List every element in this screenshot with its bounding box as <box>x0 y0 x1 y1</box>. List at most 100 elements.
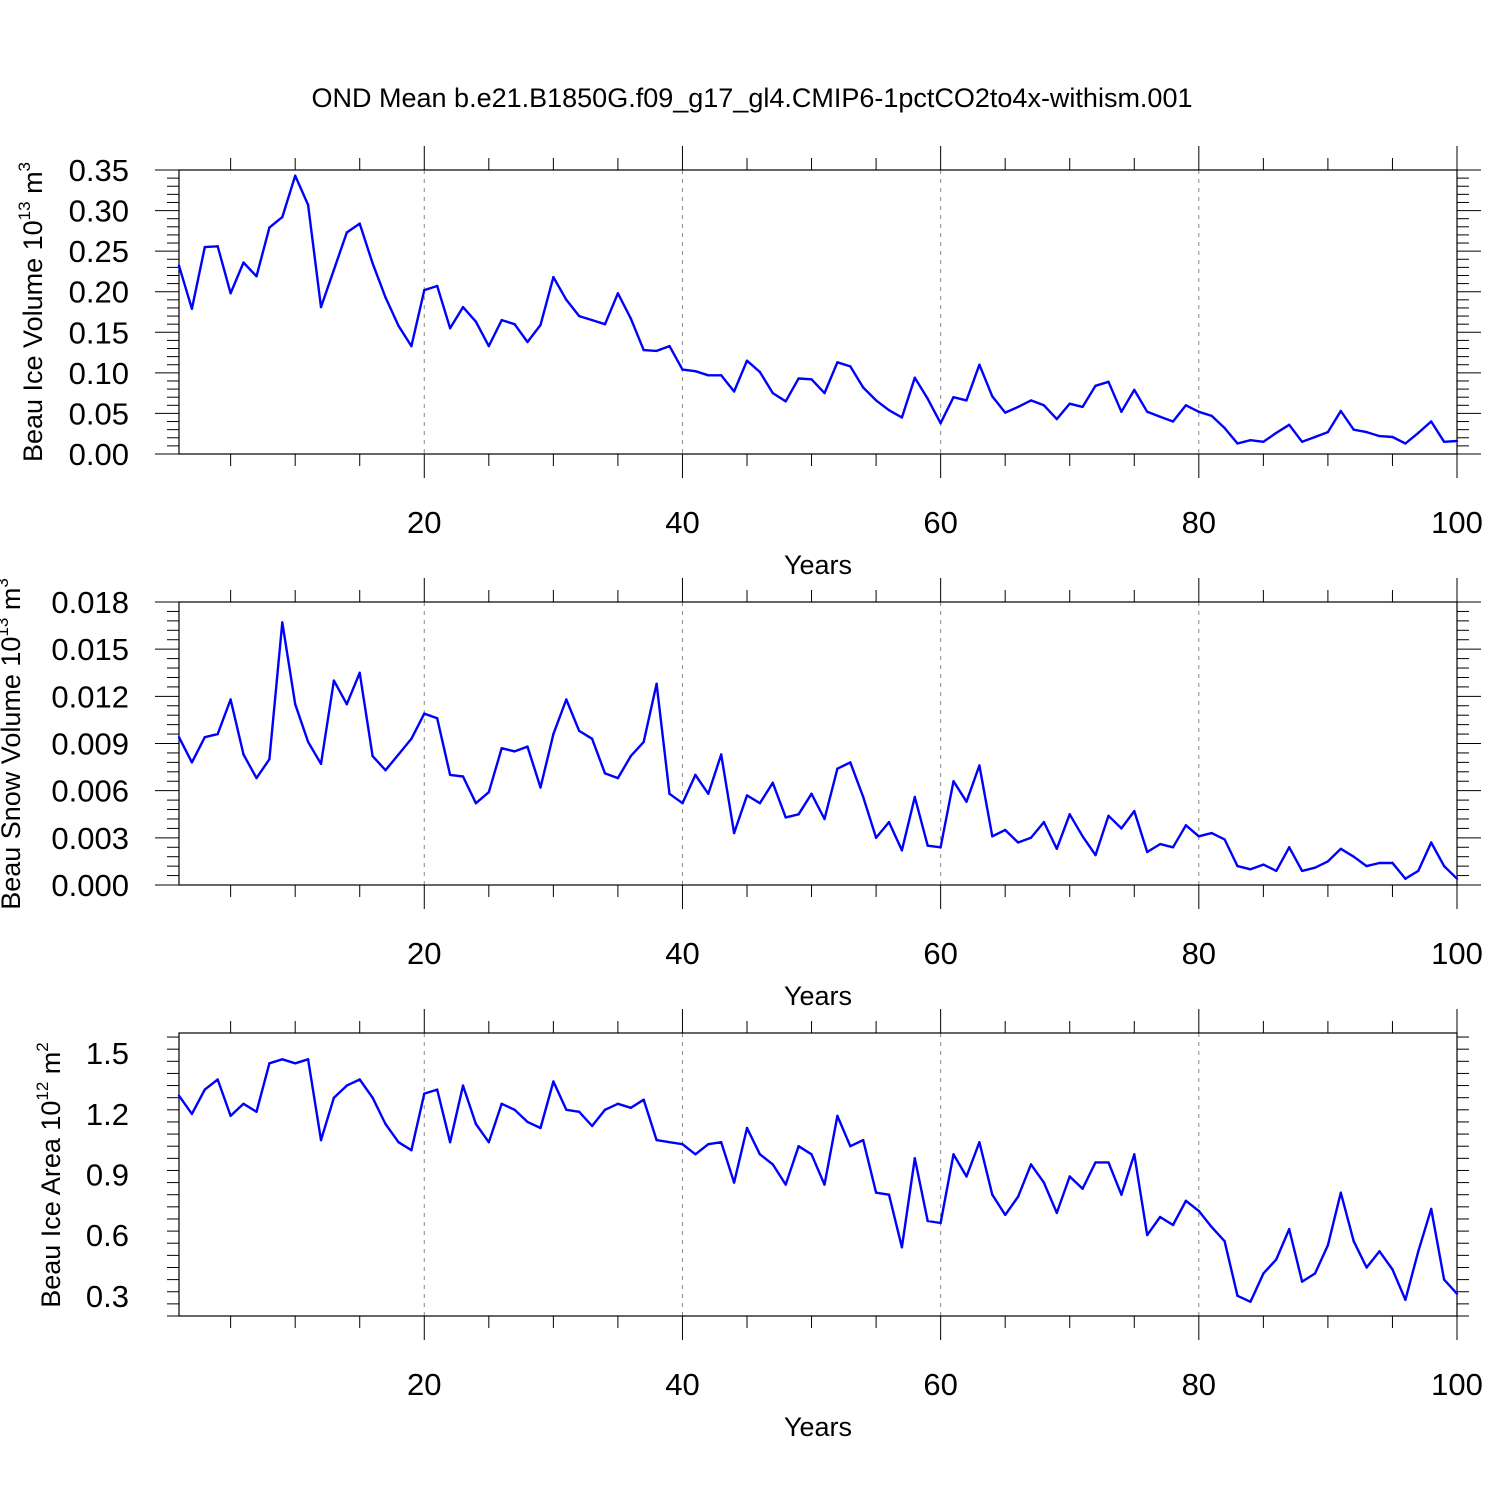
ice-volume-data-point <box>255 275 258 278</box>
ice-area-data-point <box>1029 1163 1033 1166</box>
ice-area-data-point <box>784 1183 787 1186</box>
y-tick-label: 0.20 <box>69 275 129 310</box>
y-tick-label: 0.3 <box>86 1279 129 1314</box>
ice-volume-data-point <box>281 215 284 219</box>
ice-volume-data-point <box>1171 420 1175 423</box>
ice-area-data-point <box>319 1138 323 1142</box>
ice-area-data-point <box>1133 1153 1136 1156</box>
snow-volume-data-point <box>397 753 400 756</box>
ice-area-data-point <box>371 1096 374 1099</box>
ice-volume-data-point <box>836 361 839 364</box>
ice-area-data-point <box>306 1058 310 1061</box>
ice-area-data-point <box>1081 1187 1084 1190</box>
ice-volume-data-point <box>539 323 542 327</box>
snow-volume-data-point <box>358 671 361 674</box>
plot-frame <box>178 1032 1458 1317</box>
ice-volume-data-point <box>797 377 800 380</box>
ice-area-data-point <box>694 1153 697 1156</box>
snow-volume-data-point <box>578 729 581 733</box>
ice-volume-data-point <box>306 203 310 207</box>
ice-volume-data-point <box>552 275 555 279</box>
ice-volume-data-point <box>1146 410 1149 413</box>
ice-volume-data-point <box>578 314 581 318</box>
ice-volume-data-point <box>177 264 181 267</box>
ice-volume-data-point <box>203 245 206 249</box>
ice-area-data-point <box>461 1084 465 1087</box>
y-tick-label: 0.30 <box>69 194 129 229</box>
snow-volume-data-point <box>887 820 891 824</box>
snow-volume-data-point <box>823 817 826 821</box>
ice-volume-data-point <box>1288 423 1291 426</box>
snow-volume-data-point <box>410 737 413 740</box>
snow-volume-data-point <box>1378 861 1381 865</box>
ice-volume-data-point <box>1029 399 1033 402</box>
y-axis-title-main: Beau Snow Volume 10 <box>0 637 26 910</box>
snow-volume-data-point <box>1442 864 1446 868</box>
snow-volume-data-point <box>642 740 645 744</box>
ice-area-data-point <box>1249 1300 1252 1304</box>
ice-area-data-point <box>1430 1207 1433 1211</box>
ice-volume-data-point <box>1262 440 1265 443</box>
y-tick-label: 1.5 <box>86 1036 129 1071</box>
y-axis-title: Beau Ice Area 1012 m2 <box>33 1042 66 1308</box>
snow-volume-data-point <box>552 732 555 736</box>
snow-volume-data-point <box>836 767 839 770</box>
ice-volume-data-point <box>862 386 865 389</box>
ice-area-data-point <box>177 1094 181 1097</box>
ice-volume-data-point <box>823 391 826 395</box>
snow-volume-data-point <box>668 792 671 795</box>
ice-volume-data-point <box>1120 410 1123 413</box>
y-tick-label: 0.012 <box>51 679 129 714</box>
snow-volume-data-point <box>384 769 387 772</box>
ice-area-data-point <box>732 1181 736 1184</box>
ice-volume-data-point <box>1442 440 1446 443</box>
x-tick-label: 60 <box>923 1367 957 1402</box>
ice-volume-data-point <box>642 348 645 352</box>
snow-volume-data-point <box>913 795 916 799</box>
ice-volume-data-point <box>590 318 594 322</box>
snow-volume-data-point <box>1042 820 1046 824</box>
ice-volume-data-point <box>410 344 413 348</box>
ice-volume-data-point <box>616 292 620 295</box>
ice-volume-data-point <box>1055 417 1059 421</box>
ice-area-data-point <box>332 1096 336 1099</box>
ice-area-data-point <box>849 1145 852 1148</box>
snow-volume-data-point <box>1004 828 1007 832</box>
snow-volume-data-point <box>978 764 981 767</box>
ice-volume-data-point <box>1133 388 1136 392</box>
y-axis-title: Beau Ice Volume 1013 m3 <box>15 162 48 462</box>
ice-area-data-point <box>1352 1240 1355 1243</box>
snow-volume-data-point <box>500 747 503 750</box>
snow-volume-data-point <box>1404 877 1407 880</box>
ice-area-data-point <box>1004 1213 1007 1217</box>
ice-area-data-point <box>487 1141 490 1144</box>
ice-volume-data-point <box>1107 380 1110 383</box>
ice-area-data-point <box>862 1138 865 1142</box>
ice-area-data-point <box>1042 1181 1046 1184</box>
ice-area-panel: 0.3 0.6 0.9 1.2 1.5 20 40 60 80 100 Years Beau Ice … <box>33 1009 1483 1442</box>
snow-volume-data-point <box>1223 838 1226 841</box>
snow-volume-data-point <box>758 802 762 805</box>
x-axis-title: Years <box>784 981 852 1011</box>
y-axis-title-main: Beau Ice Volume 10 <box>18 220 48 462</box>
ice-area-data-point <box>1107 1161 1110 1164</box>
snow-volume-data-point <box>849 761 852 764</box>
ice-volume-data-point <box>242 261 245 264</box>
ice-area-data-point <box>1275 1258 1278 1261</box>
snow-volume-data-point <box>1068 813 1071 816</box>
ice-volume-data-point <box>720 374 723 377</box>
ice-area-data-point <box>423 1092 426 1095</box>
ice-area-data-point <box>294 1062 297 1065</box>
ice-volume-data-point <box>371 262 374 265</box>
ice-volume-data-point <box>1158 415 1162 418</box>
ice-volume-data-point <box>1378 434 1381 438</box>
y-tick-label: 0.000 <box>51 868 129 903</box>
snow-volume-data-point <box>487 791 490 794</box>
snow-volume-data-point <box>448 773 452 777</box>
ice-volume-data-point <box>732 390 736 393</box>
ice-area-data-point <box>978 1141 981 1144</box>
ice-area-data-point <box>1171 1223 1175 1227</box>
ice-area-data-point <box>1158 1215 1162 1219</box>
ice-area-data-point <box>707 1143 710 1146</box>
ice-area-data-point <box>1262 1272 1265 1275</box>
